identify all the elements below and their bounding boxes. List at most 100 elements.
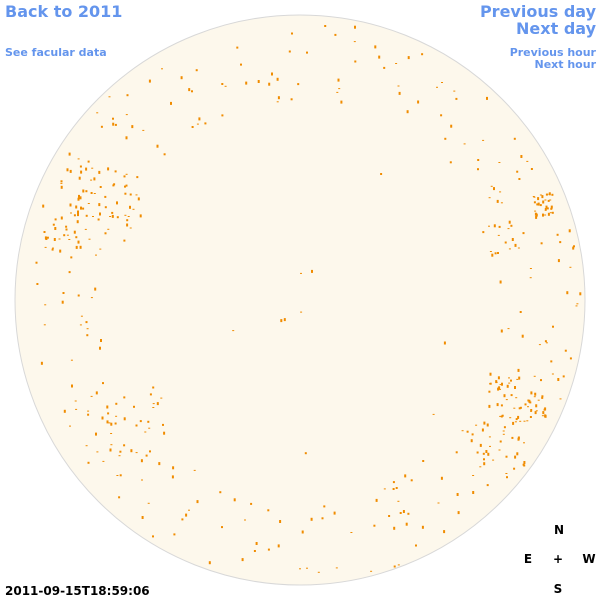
- facula: [499, 415, 502, 417]
- facula: [505, 455, 508, 458]
- facula: [63, 234, 66, 237]
- facula: [221, 526, 223, 529]
- facula: [79, 196, 82, 200]
- facula: [541, 415, 544, 417]
- facula: [69, 425, 71, 427]
- facula: [549, 212, 552, 214]
- facula: [516, 170, 519, 173]
- facula: [507, 328, 510, 330]
- previous-hour-link[interactable]: Previous hour: [510, 46, 597, 59]
- facula: [60, 182, 63, 184]
- facula: [84, 228, 87, 230]
- facula: [60, 216, 63, 220]
- facula: [333, 511, 336, 515]
- facula: [395, 487, 398, 489]
- facula: [68, 152, 71, 156]
- facula: [529, 268, 532, 269]
- facula: [142, 129, 145, 131]
- facula: [421, 53, 424, 56]
- facula: [383, 66, 386, 69]
- facula: [36, 283, 39, 285]
- facula: [579, 292, 582, 296]
- back-link[interactable]: Back to 2011: [5, 2, 122, 21]
- facula: [489, 372, 492, 376]
- facula: [470, 439, 473, 443]
- facula: [415, 544, 417, 547]
- facula: [353, 41, 356, 43]
- facula: [530, 168, 533, 170]
- facula: [489, 383, 491, 385]
- facula: [530, 409, 533, 411]
- facula: [516, 452, 519, 456]
- facula: [544, 407, 547, 411]
- previous-day-link[interactable]: Previous day: [480, 2, 597, 21]
- facula: [463, 143, 466, 145]
- facula: [144, 431, 147, 433]
- facula: [488, 404, 491, 408]
- facula: [107, 412, 110, 415]
- facula: [513, 137, 516, 140]
- facula: [107, 228, 110, 230]
- facula: [397, 500, 400, 502]
- facula: [533, 201, 536, 204]
- next-day-link[interactable]: Next day: [516, 19, 597, 38]
- facula: [86, 334, 89, 337]
- next-hour-link[interactable]: Next hour: [535, 58, 597, 71]
- facula: [502, 430, 505, 432]
- facula: [123, 417, 126, 421]
- facula: [495, 380, 498, 384]
- facula: [85, 321, 88, 324]
- facula: [550, 205, 553, 209]
- facula: [393, 565, 396, 568]
- facula: [163, 431, 166, 435]
- facula: [388, 515, 391, 517]
- facula: [304, 452, 307, 455]
- facula: [110, 444, 113, 446]
- facula: [477, 159, 480, 161]
- timestamp: 2011-09-15T18:59:06: [5, 584, 150, 598]
- facula: [193, 469, 196, 471]
- facular-link[interactable]: See facular data: [5, 46, 107, 59]
- facula: [541, 396, 544, 399]
- facula: [519, 420, 522, 422]
- facular-spots: [35, 25, 582, 573]
- facula: [129, 193, 132, 196]
- facula: [75, 245, 78, 249]
- facula: [511, 436, 514, 439]
- facula: [135, 194, 138, 196]
- facula: [576, 303, 579, 305]
- facula: [336, 91, 339, 93]
- facula: [149, 450, 151, 453]
- facula: [490, 185, 493, 187]
- facula: [78, 194, 80, 198]
- facula: [126, 219, 129, 222]
- facula: [515, 397, 518, 399]
- facula: [335, 567, 338, 569]
- facula: [436, 86, 438, 88]
- facula: [95, 391, 98, 395]
- facula: [514, 243, 517, 247]
- facula: [288, 50, 291, 53]
- facula: [488, 390, 491, 393]
- facula: [486, 96, 488, 100]
- facula: [125, 184, 128, 187]
- facula: [208, 561, 211, 565]
- facula: [125, 136, 128, 140]
- facula: [65, 228, 68, 231]
- facula: [108, 422, 111, 424]
- facula: [86, 328, 89, 330]
- facula: [568, 229, 571, 233]
- facula: [545, 205, 548, 209]
- compass-south: S: [554, 582, 563, 596]
- facula: [87, 413, 90, 416]
- facula: [526, 160, 529, 162]
- facula: [392, 488, 395, 490]
- facula: [123, 396, 126, 399]
- facula: [219, 491, 222, 494]
- facula: [514, 421, 517, 423]
- facula: [503, 394, 506, 398]
- facula: [479, 466, 482, 468]
- facula: [129, 205, 131, 209]
- facula: [443, 341, 446, 345]
- facula: [519, 406, 522, 409]
